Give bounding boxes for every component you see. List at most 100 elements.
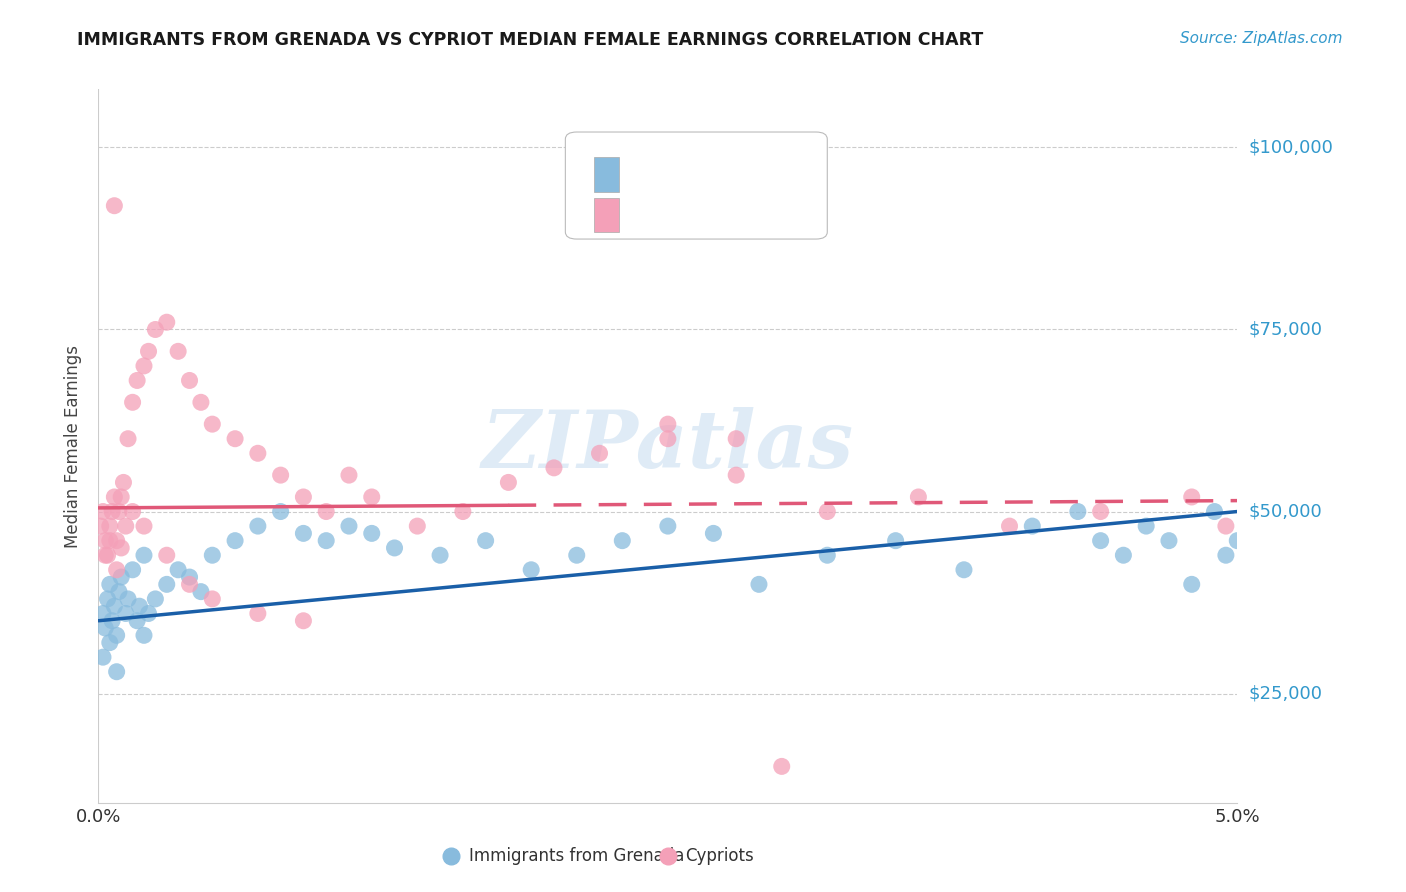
Point [117, 591, 139, 606]
Point [98, 519, 121, 533]
Point [156, 577, 179, 591]
Point [101, 614, 124, 628]
Text: $100,000: $100,000 [1249, 138, 1333, 156]
Point [337, 519, 360, 533]
Point [292, 490, 315, 504]
Point [657, 417, 679, 432]
Point [270, 468, 292, 483]
Text: R = 0.269   N = 55: R = 0.269 N = 55 [628, 165, 785, 184]
Point [101, 504, 124, 518]
Text: Immigrants from Grenada: Immigrants from Grenada [468, 847, 683, 865]
Point [702, 526, 724, 541]
Text: Cypriots: Cypriots [685, 847, 754, 865]
Text: $25,000: $25,000 [1249, 684, 1323, 703]
Point [1112, 548, 1135, 562]
Point [337, 468, 360, 483]
Point [105, 665, 128, 679]
FancyBboxPatch shape [593, 198, 619, 232]
Point [156, 315, 179, 329]
Point [110, 541, 132, 555]
Point [105, 563, 128, 577]
Point [384, 541, 406, 555]
Point [121, 563, 143, 577]
Point [1067, 504, 1090, 518]
Point [224, 533, 246, 548]
Point [201, 591, 224, 606]
Point [145, 322, 167, 336]
Point [201, 417, 224, 432]
Point [179, 374, 201, 388]
Text: $75,000: $75,000 [1249, 320, 1323, 338]
Point [128, 599, 150, 614]
Point [138, 344, 160, 359]
Point [132, 519, 155, 533]
Point [132, 548, 155, 562]
Point [725, 468, 748, 483]
Point [190, 395, 212, 409]
Point [190, 584, 212, 599]
Point [98, 533, 121, 548]
Point [1181, 490, 1204, 504]
Point [91, 504, 114, 518]
Point [406, 519, 429, 533]
Point [1181, 577, 1204, 591]
Point [117, 432, 139, 446]
Point [770, 759, 793, 773]
Point [98, 577, 121, 591]
Point [907, 490, 929, 504]
Point [998, 519, 1021, 533]
Point [127, 614, 149, 628]
Point [1215, 519, 1237, 533]
Point [96, 548, 118, 562]
Point [246, 446, 269, 460]
Point [138, 607, 160, 621]
Point [132, 628, 155, 642]
Point [315, 533, 337, 548]
Point [112, 475, 135, 490]
Point [167, 344, 190, 359]
Point [1021, 519, 1043, 533]
Point [520, 563, 543, 577]
Point [565, 548, 588, 562]
Point [1090, 504, 1112, 518]
Point [451, 504, 474, 518]
Point [224, 432, 246, 446]
Point [498, 475, 520, 490]
Point [360, 526, 382, 541]
Point [884, 533, 907, 548]
Point [953, 563, 976, 577]
Point [110, 570, 132, 584]
Point [1090, 533, 1112, 548]
Point [98, 635, 121, 649]
Point [1215, 548, 1237, 562]
Point [132, 359, 155, 373]
Text: $50,000: $50,000 [1249, 502, 1322, 521]
Point [292, 614, 315, 628]
Text: ZIPatlas: ZIPatlas [482, 408, 853, 484]
Text: R = 0.017   N = 57: R = 0.017 N = 57 [628, 206, 785, 224]
Point [179, 570, 201, 584]
FancyBboxPatch shape [565, 132, 827, 239]
Point [96, 591, 118, 606]
Point [156, 548, 179, 562]
Point [179, 577, 201, 591]
Point [90, 519, 112, 533]
Point [815, 548, 838, 562]
Point [91, 607, 114, 621]
Point [474, 533, 496, 548]
Point [612, 533, 634, 548]
Text: Source: ZipAtlas.com: Source: ZipAtlas.com [1180, 31, 1343, 46]
Y-axis label: Median Female Earnings: Median Female Earnings [65, 344, 83, 548]
Point [103, 599, 125, 614]
Point [246, 607, 269, 621]
Point [91, 650, 114, 665]
Point [114, 519, 136, 533]
Point [103, 199, 125, 213]
Text: IMMIGRANTS FROM GRENADA VS CYPRIOT MEDIAN FEMALE EARNINGS CORRELATION CHART: IMMIGRANTS FROM GRENADA VS CYPRIOT MEDIA… [77, 31, 984, 49]
Point [108, 504, 131, 518]
Point [292, 526, 315, 541]
Point [270, 504, 292, 518]
Point [127, 374, 149, 388]
Point [167, 563, 190, 577]
Point [110, 490, 132, 504]
